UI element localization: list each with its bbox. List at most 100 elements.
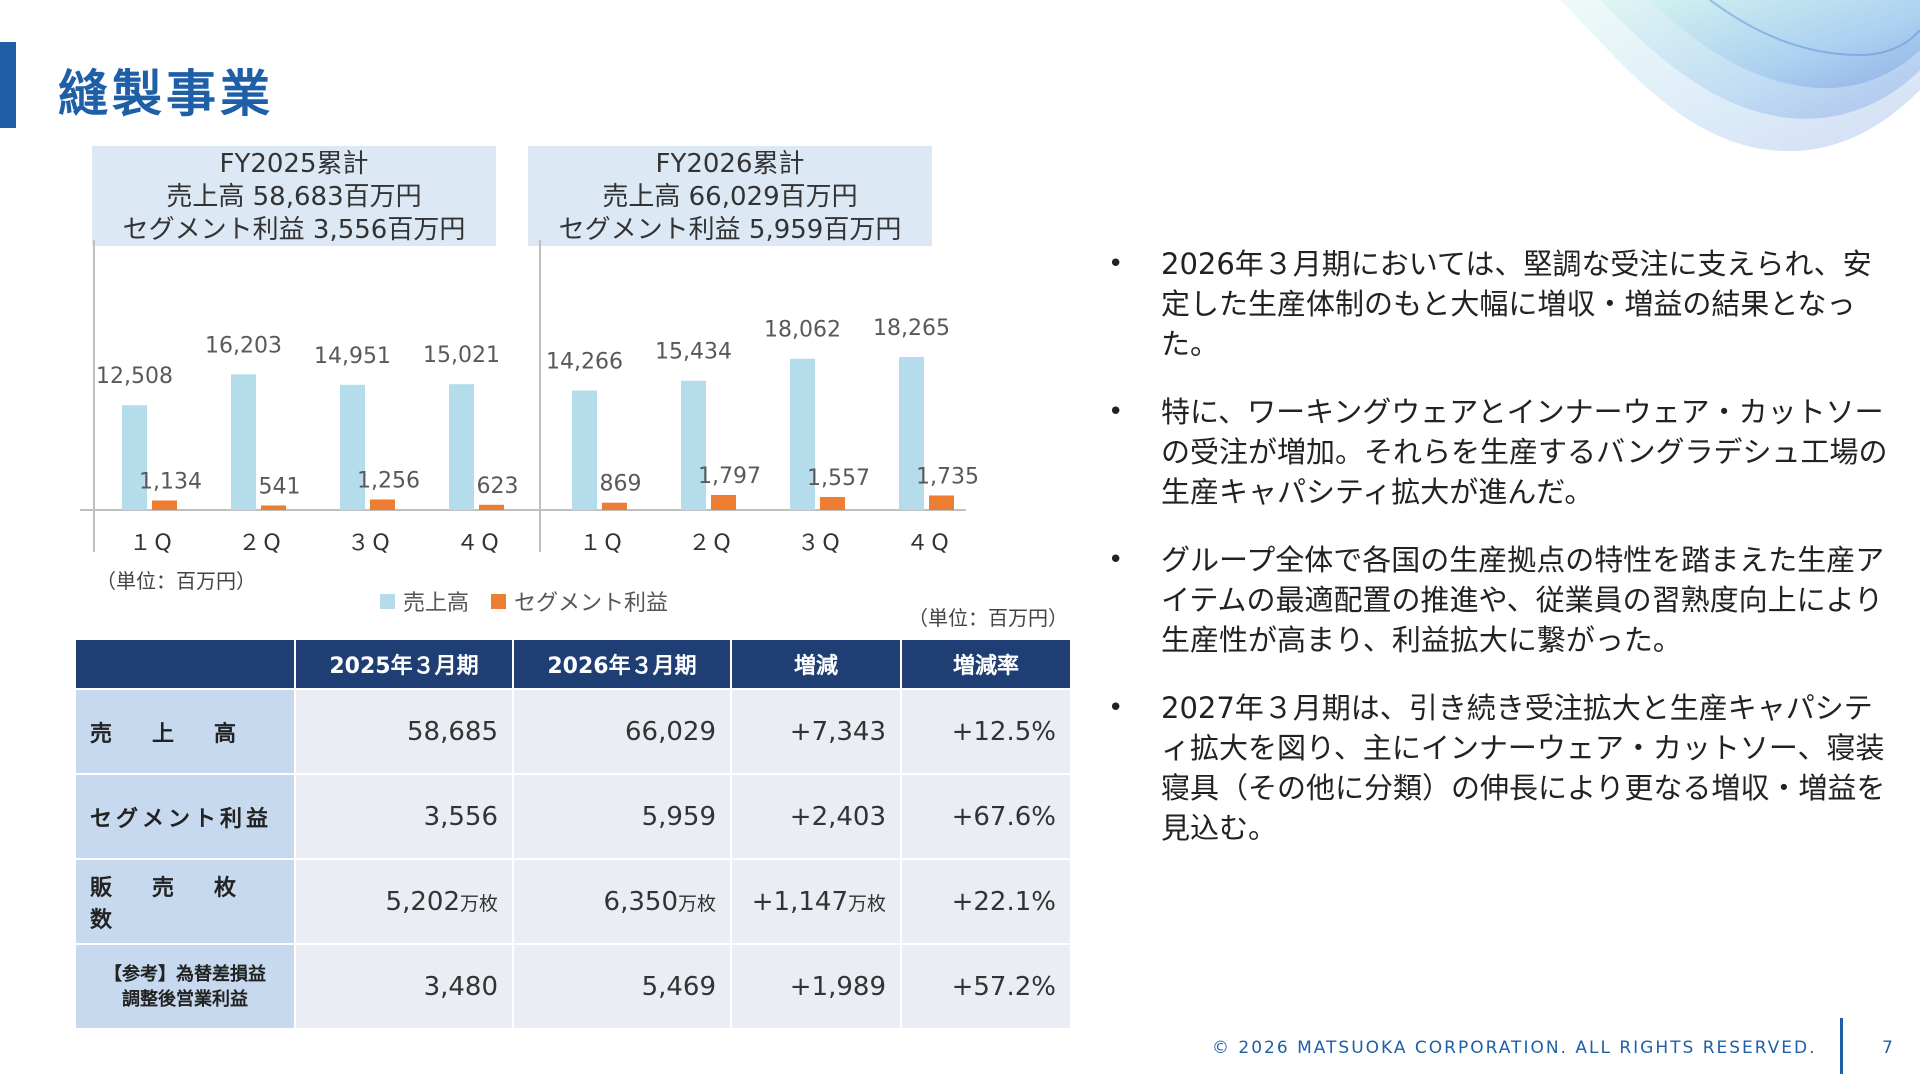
- bar-segment-profit: [152, 500, 177, 510]
- cell-adjusted-fy2026: 5,469: [512, 943, 732, 1030]
- legend-label-sales: 売上高: [403, 591, 470, 616]
- cell-sales-change: +7,343: [730, 688, 902, 775]
- category-label: １Q: [579, 531, 624, 556]
- copyright-footer: © 2026 MATSUOKA CORPORATION. ALL RIGHTS …: [1212, 1038, 1817, 1058]
- legend-item-sales: 売上高: [380, 585, 469, 617]
- footer-divider: [1840, 1018, 1843, 1074]
- table-row-adjusted-operating-profit: 【参考】為替差損益 調整後営業利益 3,480 5,469 +1,989 +57…: [74, 943, 1072, 1030]
- bullet-dot: •: [1108, 545, 1124, 575]
- table-header-change: 増減: [730, 638, 902, 690]
- category-label: ３Q: [347, 531, 392, 556]
- bar-sales: [572, 390, 597, 510]
- units-fy2025-unit: 万枚: [459, 892, 498, 915]
- row-label-sales: 売 上 高: [74, 688, 296, 775]
- bar-value-label-profit: 1,256: [357, 468, 420, 493]
- bar-segment-profit: [479, 504, 504, 510]
- units-change-unit: 万枚: [847, 892, 886, 915]
- cell-adjusted-rate: +57.2%: [900, 943, 1072, 1030]
- bar-value-label-sales: 14,266: [546, 350, 623, 375]
- bullet-dot: •: [1108, 397, 1124, 427]
- bullet-item: • グループ全体で各国の生産拠点の特性を踏まえた生産アイテムの最適配置の推進や、従…: [1108, 540, 1898, 660]
- commentary-bullet-list: • 2026年３月期においては、堅調な受注に支えられ、安定した生産体制のもと大幅に…: [1108, 244, 1898, 876]
- quarterly-bar-chart: 12,508 1,134 １Q 16,203 541 ２Q 14,951 1,256 ３Q 15,…: [80, 240, 979, 556]
- legend-label-profit: セグメント利益: [514, 591, 669, 616]
- legend-item-profit: セグメント利益: [491, 585, 668, 617]
- fy2025-sales: 売上高 58,683百万円: [166, 182, 422, 212]
- table-header-change-rate: 増減率: [900, 638, 1072, 690]
- bar-segment-profit: [261, 505, 286, 510]
- bar-sales: [231, 374, 256, 510]
- bar-value-label-profit: 541: [259, 474, 301, 499]
- fy2025-period: FY2025累計: [219, 149, 369, 179]
- bar-value-label-profit: 623: [477, 474, 519, 499]
- row-label-adjusted-line1: 【参考】為替差損益: [104, 963, 266, 985]
- bar-value-label-profit: 869: [600, 472, 642, 497]
- units-fy2025-value: 5,202: [385, 886, 460, 917]
- results-table: 2025年３月期 2026年３月期 増減 増減率 売 上 高 58,685 66…: [74, 638, 1072, 1030]
- bar-value-label-sales: 14,951: [314, 344, 391, 369]
- cell-profit-rate: +67.6%: [900, 773, 1072, 860]
- cell-units-fy2026: 6,350万枚: [512, 858, 732, 945]
- row-label-units-sold: 販 売 枚 数: [74, 858, 296, 945]
- cell-profit-fy2026: 5,959: [512, 773, 732, 860]
- bar-value-label-profit: 1,735: [916, 464, 979, 489]
- bar-value-label-sales: 15,021: [423, 343, 500, 368]
- bar-sales: [899, 357, 924, 510]
- fy2025-summary-box: FY2025累計 売上高 58,683百万円 セグメント利益 3,556百万円: [92, 146, 496, 246]
- decorative-wave-graphic: [1560, 0, 1920, 152]
- bar-value-label-profit: 1,797: [698, 464, 761, 489]
- bullet-text: 特に、ワーキングウェアとインナーウェア・カットソーの受注が増加。それらを生産する…: [1161, 395, 1888, 509]
- table-unit-note: （単位：百万円）: [908, 606, 1068, 630]
- cell-sales-fy2026: 66,029: [512, 688, 732, 775]
- cell-units-fy2025: 5,202万枚: [294, 858, 514, 945]
- fy2026-summary-box: FY2026累計 売上高 66,029百万円 セグメント利益 5,959百万円: [528, 146, 932, 246]
- category-label: ２Q: [238, 531, 283, 556]
- category-label: ４Q: [906, 531, 951, 556]
- row-label-segment-profit: セグメント利益: [74, 773, 296, 860]
- bar-sales: [790, 358, 815, 510]
- cell-profit-fy2025: 3,556: [294, 773, 514, 860]
- page-title: 縫製事業: [58, 65, 274, 123]
- fy2026-profit: セグメント利益 5,959百万円: [558, 215, 902, 245]
- table-header-blank: [74, 638, 296, 690]
- units-fy2026-unit: 万枚: [677, 892, 716, 915]
- bullet-item: • 2026年３月期においては、堅調な受注に支えられ、安定した生産体制のもと大幅に…: [1108, 244, 1898, 364]
- fy2026-sales: 売上高 66,029百万円: [602, 182, 858, 212]
- category-label: ３Q: [797, 531, 842, 556]
- bar-sales: [681, 380, 706, 510]
- table-row-units-sold: 販 売 枚 数 5,202万枚 6,350万枚 +1,147万枚 +22.1%: [74, 858, 1072, 945]
- bullet-item: • 2027年３月期は、引き続き受注拡大と生産キャパシティ拡大を図り、主にインナー…: [1108, 688, 1898, 848]
- bullet-dot: •: [1108, 693, 1124, 723]
- bar-value-label-sales: 16,203: [205, 333, 282, 358]
- category-label: ２Q: [688, 531, 733, 556]
- bar-sales: [122, 405, 147, 510]
- category-label: ４Q: [456, 531, 501, 556]
- chart-unit-note: （単位：百万円）: [96, 569, 256, 593]
- bullet-text: グループ全体で各国の生産拠点の特性を踏まえた生産アイテムの最適配置の推進や、従業…: [1161, 543, 1885, 657]
- bar-value-label-sales: 12,508: [96, 364, 173, 389]
- category-label: １Q: [129, 531, 174, 556]
- cell-units-rate: +22.1%: [900, 858, 1072, 945]
- bar-segment-profit: [929, 495, 954, 510]
- cell-adjusted-fy2025: 3,480: [294, 943, 514, 1030]
- page-number: 7: [1882, 1038, 1893, 1058]
- bar-sales: [340, 384, 365, 510]
- row-label-adjusted-operating-profit: 【参考】為替差損益 調整後営業利益: [74, 943, 296, 1030]
- bar-sales: [449, 384, 474, 510]
- units-change-value: +1,147: [751, 886, 848, 917]
- cell-sales-rate: +12.5%: [900, 688, 1072, 775]
- bullet-dot: •: [1108, 249, 1124, 279]
- title-accent-bar: [0, 42, 16, 128]
- chart-legend: 売上高 セグメント利益: [380, 585, 668, 617]
- bar-value-label-sales: 18,265: [873, 316, 950, 341]
- cell-sales-fy2025: 58,685: [294, 688, 514, 775]
- bullet-text: 2027年３月期は、引き続き受注拡大と生産キャパシティ拡大を図り、主にインナーウ…: [1161, 691, 1886, 845]
- legend-swatch-profit: [491, 593, 507, 609]
- table-row-sales: 売 上 高 58,685 66,029 +7,343 +12.5%: [74, 688, 1072, 775]
- fy2026-period: FY2026累計: [655, 149, 805, 179]
- bar-segment-profit: [820, 496, 845, 510]
- table-header-fy2025: 2025年３月期: [294, 638, 514, 690]
- fy2025-profit: セグメント利益 3,556百万円: [122, 215, 466, 245]
- bar-value-label-profit: 1,134: [139, 470, 202, 495]
- table-row-segment-profit: セグメント利益 3,556 5,959 +2,403 +67.6%: [74, 773, 1072, 860]
